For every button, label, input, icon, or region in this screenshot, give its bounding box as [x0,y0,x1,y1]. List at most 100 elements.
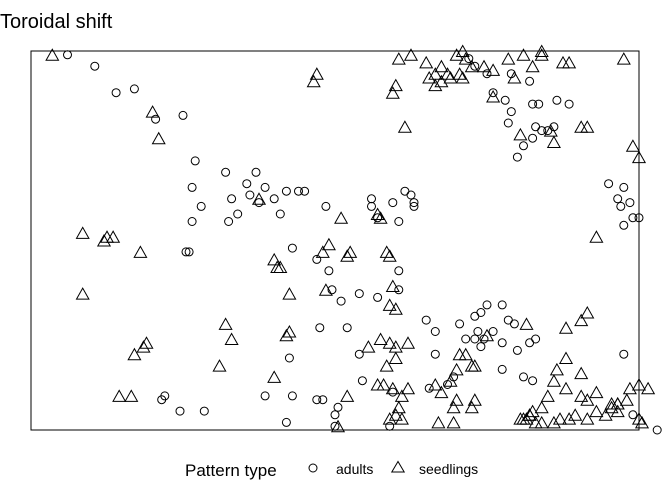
seedling-point [558,321,574,334]
seedling-point [133,245,148,258]
seedling-point [580,412,595,425]
seedling-point [534,44,549,57]
adult-point [482,300,492,310]
seedling-point [513,127,528,141]
seedling-point [467,359,482,372]
seedling-point [343,245,358,258]
seedling-point [616,52,631,65]
adult-point [187,217,197,226]
seedling-point [525,59,540,73]
adult-point [503,118,513,128]
adult-point [330,421,340,431]
adult-point [281,417,291,427]
adult-point [242,179,252,189]
legend-label-adults: adults [336,461,373,477]
adult-point [388,387,398,397]
seedling-point [641,381,656,395]
seedling-point [449,362,464,376]
adult-point [394,285,404,295]
seedling-point [330,419,346,433]
adult-point [488,327,498,336]
seedling-point [631,377,647,391]
adult-point [333,402,343,412]
seedling-point [434,385,449,399]
adult-point [90,61,100,71]
seedling-point [400,381,416,395]
adult-point [613,194,623,204]
seedling-point [534,415,549,429]
seedling-point [610,404,625,418]
adult-point [251,167,261,177]
legend: Pattern type adults seedlings [185,460,478,480]
adult-point [400,186,410,196]
seedling-point [534,48,549,61]
seedling-point [318,283,333,296]
adult-point [552,95,562,105]
seedling-point [431,415,446,429]
adult-point [178,110,188,120]
adult-point [473,327,483,336]
adult-point [373,292,383,302]
seedling-point [455,70,470,84]
seedling-point [543,124,558,137]
adult-point [367,194,376,204]
adult-point [111,88,121,98]
seedling-point [619,393,634,406]
seedling-point [580,305,595,319]
seedling-point [598,408,613,421]
adult-point [619,220,629,230]
adult-point [503,315,513,325]
adult-point [388,198,398,208]
adult-point [184,247,194,257]
adult-point [564,99,574,109]
seedling-point [552,412,568,425]
seedling-point [446,415,461,429]
seedling-point [382,249,397,262]
seedling-point [112,389,127,402]
seedling-point [558,351,574,364]
seedling-point [507,70,522,84]
adult-point [284,353,294,363]
adult-point [616,201,626,211]
legend-title: Pattern type [185,461,277,480]
seedling-point [449,48,464,61]
adult-point [63,50,72,60]
adult-point [528,133,538,143]
seedling-point [394,412,409,425]
seedling-point [361,340,376,353]
seedling-point [546,415,561,429]
adult-point [394,266,404,276]
seedling-point [373,211,388,224]
adult-point [287,391,297,401]
adult-point [227,194,237,204]
seedling-point [306,74,321,88]
seedling-point [340,389,355,402]
adult-point [354,349,364,359]
adult-point [196,201,206,211]
seedling-point [452,347,467,361]
adult-point [531,334,541,344]
adult-point [245,190,255,200]
seedling-point [452,67,467,80]
seedling-point [574,313,589,327]
seedling-point [388,78,403,92]
adult-point [367,201,376,211]
adult-point [409,198,419,208]
seedling-point [446,400,461,414]
adult-point [160,391,170,401]
seedling-point [622,381,637,395]
seedling-point [516,48,531,61]
adult-point [233,209,243,219]
seedling-point [574,389,589,402]
seedling-point [428,377,443,391]
adult-point [385,421,395,431]
seedling-point [388,302,403,315]
adult-point [336,296,346,306]
adult-point [373,213,383,223]
adult-point [312,254,322,264]
seedling-point [373,332,388,345]
seedling-point [486,89,501,103]
seedling-point [218,317,233,330]
adult-point [497,300,507,310]
adult-point [500,95,510,105]
